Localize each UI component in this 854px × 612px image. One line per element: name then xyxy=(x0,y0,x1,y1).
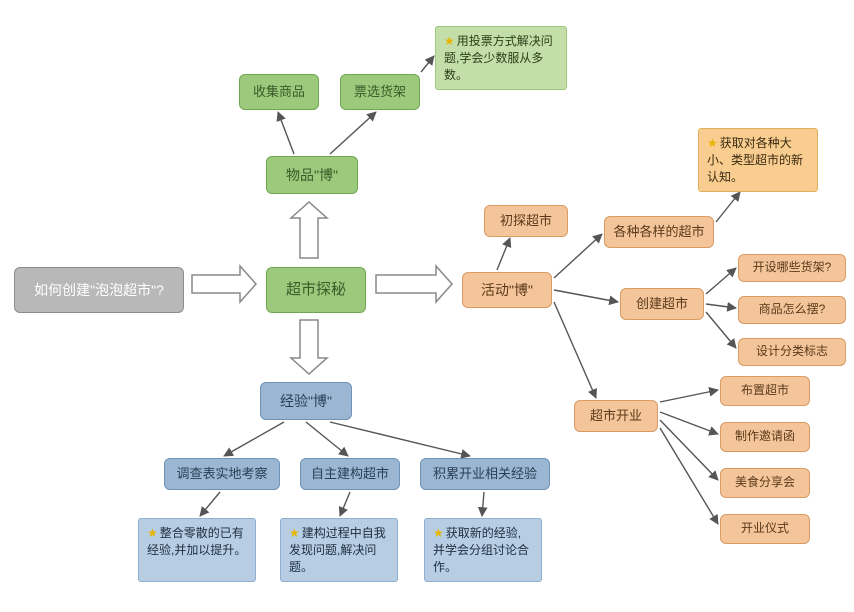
node-o_ceremony: 开业仪式 xyxy=(720,514,810,544)
node-label: 创建超市 xyxy=(636,296,688,313)
node-label: 如何创建"泡泡超市"? xyxy=(34,281,164,299)
node-label: 调查表实地考察 xyxy=(176,466,267,483)
connector-arrow xyxy=(706,312,736,348)
connector-arrow xyxy=(706,268,736,294)
connector-arrow xyxy=(200,492,220,516)
note-text: 用投票方式解决问题,学会少数服从多数。 xyxy=(444,34,553,82)
star-icon: ★ xyxy=(433,526,444,540)
node-e_build: 自主建构超市 xyxy=(300,458,400,490)
connector-arrow xyxy=(660,390,718,402)
connector-arrow xyxy=(660,412,718,434)
connector-arrow xyxy=(706,304,736,308)
node-build: 创建超市 xyxy=(620,288,704,320)
connector-arrow xyxy=(306,422,348,456)
node-label: 美食分享会 xyxy=(735,475,795,491)
node-various: 各种各样的超市 xyxy=(604,216,714,248)
node-label: 各种各样的超市 xyxy=(613,224,704,241)
node-label: 积累开业相关经验 xyxy=(433,466,537,483)
connector-arrow xyxy=(421,56,434,72)
block-arrow xyxy=(291,320,327,374)
node-collect: 收集商品 xyxy=(239,74,319,110)
node-e_accum: 积累开业相关经验 xyxy=(420,458,550,490)
note-text: 获取新的经验,并学会分组讨论合作。 xyxy=(433,526,529,574)
connector-arrow xyxy=(330,112,376,154)
node-q_sign: 设计分类标志 xyxy=(738,338,846,366)
note-n_vote: ★用投票方式解决问题,学会少数服从多数。 xyxy=(435,26,567,90)
node-label: 活动"博" xyxy=(481,281,533,299)
note-n_recog: ★获取对各种大小、类型超市的新认知。 xyxy=(698,128,818,192)
node-exp: 经验"博" xyxy=(260,382,352,420)
block-arrow xyxy=(376,266,452,302)
star-icon: ★ xyxy=(147,526,158,540)
star-icon: ★ xyxy=(289,526,300,540)
connector-arrow xyxy=(660,428,718,524)
node-label: 开业仪式 xyxy=(741,521,789,537)
connector-arrow xyxy=(482,492,484,516)
node-goods: 物品"博" xyxy=(266,156,358,194)
star-icon: ★ xyxy=(707,136,718,150)
node-label: 票选货架 xyxy=(354,84,406,101)
connector-arrow xyxy=(330,422,470,456)
connector-arrow xyxy=(716,192,740,222)
node-label: 超市开业 xyxy=(590,408,642,425)
node-label: 开设哪些货架? xyxy=(753,260,832,276)
connector-arrow xyxy=(554,234,602,278)
connector-arrow xyxy=(224,422,284,456)
node-label: 超市探秘 xyxy=(286,280,346,300)
node-label: 制作邀请函 xyxy=(735,429,795,445)
node-q_goods: 商品怎么摆? xyxy=(738,296,846,324)
node-label: 初探超市 xyxy=(500,213,552,230)
star-icon: ★ xyxy=(444,34,455,48)
connector-arrow xyxy=(340,492,350,516)
node-o_arrange: 布置超市 xyxy=(720,376,810,406)
note-n_new: ★获取新的经验,并学会分组讨论合作。 xyxy=(424,518,542,582)
node-label: 商品怎么摆? xyxy=(759,302,826,318)
node-label: 自主建构超市 xyxy=(311,466,389,483)
note-n_self: ★建构过程中自我发现问题,解决问题。 xyxy=(280,518,398,582)
block-arrow xyxy=(291,202,327,258)
note-text: 建构过程中自我发现问题,解决问题。 xyxy=(289,526,386,574)
node-e_survey: 调查表实地考察 xyxy=(164,458,280,490)
connector-arrow xyxy=(554,290,618,302)
node-shelf: 票选货架 xyxy=(340,74,420,110)
node-q_shelf: 开设哪些货架? xyxy=(738,254,846,282)
connector-arrow xyxy=(497,238,510,270)
note-text: 整合零散的已有经验,并加以提升。 xyxy=(147,526,246,557)
block-arrow xyxy=(192,266,256,302)
node-o_food: 美食分享会 xyxy=(720,468,810,498)
node-label: 经验"博" xyxy=(280,392,332,410)
connector-arrow xyxy=(554,302,596,398)
note-n_integ: ★整合零散的已有经验,并加以提升。 xyxy=(138,518,256,582)
node-o_invite: 制作邀请函 xyxy=(720,422,810,452)
node-center: 超市探秘 xyxy=(266,267,366,313)
connector-arrow xyxy=(660,420,718,480)
node-label: 物品"博" xyxy=(286,166,338,184)
node-label: 设计分类标志 xyxy=(756,344,828,360)
connector-arrow xyxy=(278,112,294,154)
node-activity: 活动"博" xyxy=(462,272,552,308)
note-text: 获取对各种大小、类型超市的新认知。 xyxy=(707,136,803,184)
node-open: 超市开业 xyxy=(574,400,658,432)
node-label: 收集商品 xyxy=(253,84,305,101)
node-explore: 初探超市 xyxy=(484,205,568,237)
node-label: 布置超市 xyxy=(741,383,789,399)
node-root: 如何创建"泡泡超市"? xyxy=(14,267,184,313)
